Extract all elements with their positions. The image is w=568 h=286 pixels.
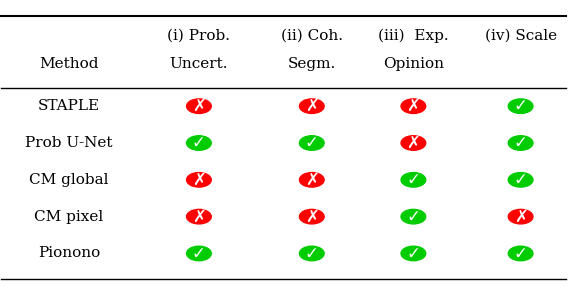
Text: ✗: ✗ xyxy=(407,97,420,115)
Ellipse shape xyxy=(299,246,324,261)
Ellipse shape xyxy=(508,172,533,187)
Ellipse shape xyxy=(508,136,533,150)
Text: Segm.: Segm. xyxy=(287,57,336,71)
Text: ✓: ✓ xyxy=(305,245,319,263)
Text: (i) Prob.: (i) Prob. xyxy=(168,28,231,42)
Ellipse shape xyxy=(187,136,211,150)
Ellipse shape xyxy=(401,209,425,224)
Text: ✗: ✗ xyxy=(192,208,206,226)
Text: ✓: ✓ xyxy=(305,134,319,152)
Text: ✗: ✗ xyxy=(192,171,206,189)
Ellipse shape xyxy=(508,99,533,114)
Text: Uncert.: Uncert. xyxy=(170,57,228,71)
Text: ✓: ✓ xyxy=(192,245,206,263)
Text: ✓: ✓ xyxy=(407,245,420,263)
Ellipse shape xyxy=(401,172,425,187)
Ellipse shape xyxy=(299,172,324,187)
Text: Pionono: Pionono xyxy=(38,247,100,261)
Text: Method: Method xyxy=(39,57,99,71)
Text: ✓: ✓ xyxy=(513,134,528,152)
Ellipse shape xyxy=(401,99,425,114)
Text: ✓: ✓ xyxy=(192,134,206,152)
Ellipse shape xyxy=(187,172,211,187)
Text: ✗: ✗ xyxy=(305,208,319,226)
Text: ✗: ✗ xyxy=(407,134,420,152)
Text: ✓: ✓ xyxy=(513,97,528,115)
Ellipse shape xyxy=(187,209,211,224)
Text: (iii)  Exp.: (iii) Exp. xyxy=(378,28,449,43)
Text: ✗: ✗ xyxy=(513,208,528,226)
Text: (iv) Scale: (iv) Scale xyxy=(485,28,557,42)
Text: CM global: CM global xyxy=(30,173,109,187)
Text: ✓: ✓ xyxy=(407,171,420,189)
Text: ✗: ✗ xyxy=(305,171,319,189)
Ellipse shape xyxy=(187,246,211,261)
Text: ✗: ✗ xyxy=(305,97,319,115)
Text: ✓: ✓ xyxy=(513,245,528,263)
Text: CM pixel: CM pixel xyxy=(35,210,104,224)
Ellipse shape xyxy=(299,99,324,114)
Ellipse shape xyxy=(299,209,324,224)
Text: (ii) Coh.: (ii) Coh. xyxy=(281,28,343,42)
Ellipse shape xyxy=(299,136,324,150)
Ellipse shape xyxy=(508,246,533,261)
Ellipse shape xyxy=(187,99,211,114)
Text: STAPLE: STAPLE xyxy=(38,99,100,113)
Text: Prob U-Net: Prob U-Net xyxy=(26,136,113,150)
Text: ✗: ✗ xyxy=(192,97,206,115)
Ellipse shape xyxy=(401,246,425,261)
Ellipse shape xyxy=(401,136,425,150)
Ellipse shape xyxy=(508,209,533,224)
Text: ✓: ✓ xyxy=(513,171,528,189)
Text: ✓: ✓ xyxy=(407,208,420,226)
Text: Opinion: Opinion xyxy=(383,57,444,71)
